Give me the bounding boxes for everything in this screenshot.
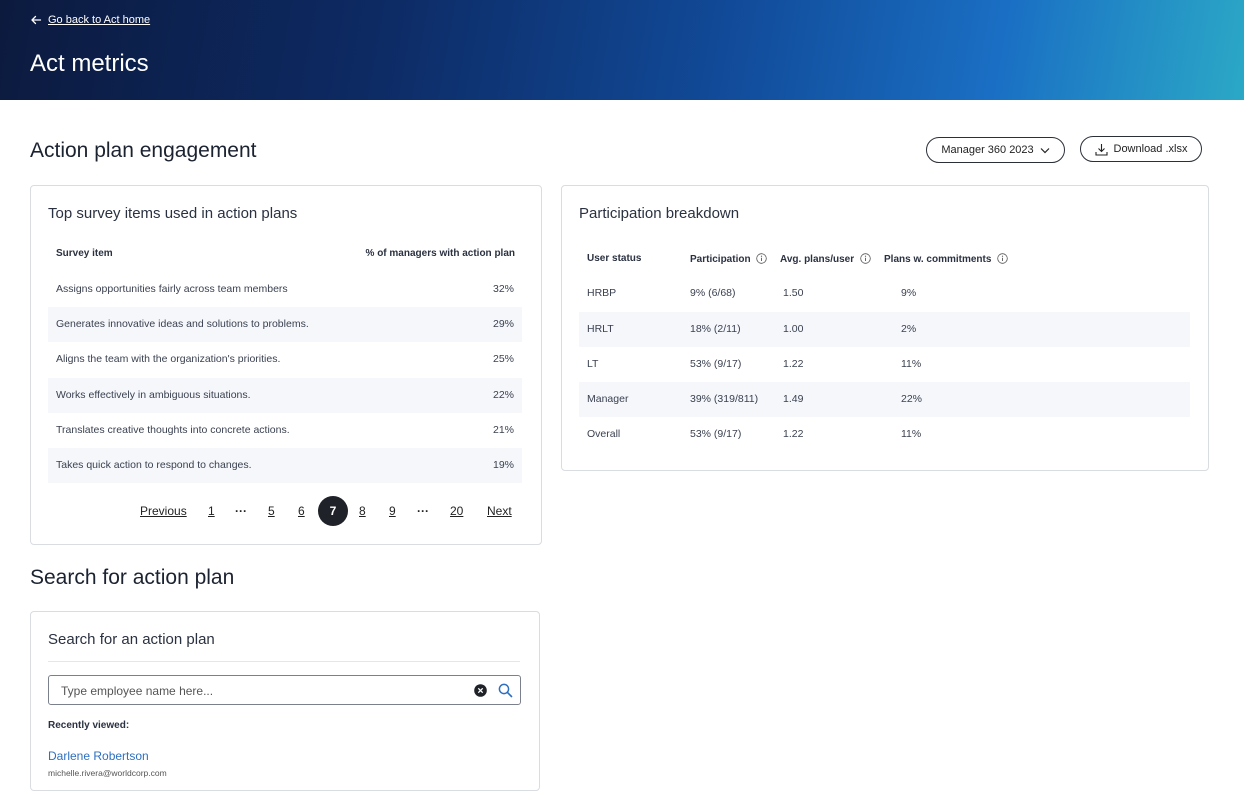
participation-value: 53% (9/17)	[690, 428, 742, 440]
table-row: Manager 39% (319/811) 1.49 22%	[579, 382, 1190, 417]
table-row: Assigns opportunities fairly across team…	[48, 272, 522, 307]
arrow-left-icon	[31, 15, 42, 25]
col-participation: Participation	[690, 253, 768, 265]
user-status: HRBP	[587, 287, 617, 299]
page-6-button[interactable]: 6	[298, 504, 305, 518]
pagination-ellipsis: ···	[417, 504, 429, 518]
engagement-title: Action plan engagement	[30, 139, 257, 162]
recent-employee-email: michelle.rivera@worldcorp.com	[48, 768, 167, 778]
download-label: Download .xlsx	[1113, 143, 1188, 155]
download-icon	[1094, 143, 1108, 156]
participation-title: Participation breakdown	[579, 205, 740, 222]
page-8-button[interactable]: 8	[359, 504, 366, 518]
survey-item-pct: 21%	[492, 424, 514, 436]
info-icon[interactable]	[756, 253, 768, 264]
page-20-button[interactable]: 20	[450, 504, 464, 518]
survey-item-text: Generates innovative ideas and solutions…	[56, 318, 309, 330]
recent-employee-link[interactable]: Darlene Robertson	[48, 749, 149, 763]
col-survey-item: Survey item	[56, 248, 113, 259]
survey-item-pct: 25%	[492, 353, 514, 365]
download-button[interactable]: Download .xlsx	[1080, 136, 1202, 162]
page-1-button[interactable]: 1	[208, 504, 215, 518]
search-card-title: Search for an action plan	[48, 631, 215, 648]
user-status: Manager	[587, 393, 629, 405]
user-status: LT	[587, 358, 599, 370]
survey-item-pct: 19%	[492, 459, 514, 471]
table-row: Takes quick action to respond to changes…	[48, 448, 522, 483]
avg-plans-value: 1.22	[783, 358, 804, 370]
info-icon[interactable]	[997, 253, 1008, 264]
pagination-ellipsis: ···	[235, 504, 247, 518]
survey-select[interactable]: Manager 360 2023	[926, 137, 1065, 163]
survey-select-value: Manager 360 2023	[941, 144, 1034, 156]
avg-plans-value: 1.49	[783, 393, 804, 405]
col-pct-managers: % of managers with action plan	[365, 248, 515, 259]
commitments-value: 11%	[901, 358, 922, 370]
search-section-title: Search for action plan	[30, 566, 235, 589]
col-user-status: User status	[587, 253, 642, 264]
table-row: Overall 53% (9/17) 1.22 11%	[579, 417, 1190, 452]
page-5-button[interactable]: 5	[268, 504, 275, 518]
commitments-value: 11%	[901, 428, 922, 440]
chevron-down-icon	[1040, 147, 1050, 153]
table-row: Aligns the team with the organization's …	[48, 342, 522, 377]
table-row: HRBP 9% (6/68) 1.50 9%	[579, 276, 1190, 311]
top-items-card	[30, 185, 542, 545]
user-status: HRLT	[587, 323, 614, 335]
col-plans-commitments: Plans w. commitments	[884, 253, 1008, 265]
commitments-value: 2%	[901, 323, 917, 335]
clear-icon[interactable]	[474, 684, 487, 697]
survey-item-text: Takes quick action to respond to changes…	[56, 459, 252, 471]
table-row: Generates innovative ideas and solutions…	[48, 307, 522, 342]
avg-plans-value: 1.22	[783, 428, 804, 440]
survey-item-text: Translates creative thoughts into concre…	[56, 424, 290, 436]
info-icon[interactable]	[860, 253, 871, 264]
participation-value: 18% (2/11)	[690, 323, 741, 335]
table-row: Works effectively in ambiguous situation…	[48, 378, 522, 413]
table-row: HRLT 18% (2/11) 1.00 2%	[579, 312, 1190, 347]
participation-value: 39% (319/811)	[690, 393, 759, 405]
survey-item-text: Aligns the team with the organization's …	[56, 353, 281, 365]
col-participation-label: Participation	[690, 254, 751, 265]
participation-value: 9% (6/68)	[690, 287, 736, 299]
search-field	[48, 675, 521, 705]
page-7-current[interactable]: 7	[318, 496, 348, 526]
next-page-button[interactable]: Next	[487, 504, 512, 518]
commitments-value: 22%	[901, 393, 923, 405]
avg-plans-value: 1.00	[783, 323, 804, 335]
survey-item-text: Assigns opportunities fairly across team…	[56, 283, 288, 295]
back-link-label: Go back to Act home	[48, 14, 151, 26]
back-link[interactable]: Go back to Act home	[30, 14, 150, 26]
commitments-value: 9%	[901, 287, 917, 299]
table-row: LT 53% (9/17) 1.22 11%	[579, 347, 1190, 382]
page-title: Act metrics	[30, 50, 149, 77]
participation-value: 53% (9/17)	[690, 358, 742, 370]
survey-item-pct: 29%	[492, 318, 514, 330]
survey-item-text: Works effectively in ambiguous situation…	[56, 389, 251, 401]
top-items-title: Top survey items used in action plans	[48, 205, 298, 222]
table-row: Translates creative thoughts into concre…	[48, 413, 522, 448]
col-avg-plans: Avg. plans/user	[780, 253, 871, 265]
search-input[interactable]	[61, 682, 461, 700]
page-9-button[interactable]: 9	[389, 504, 396, 518]
search-icon[interactable]	[498, 683, 513, 698]
survey-item-pct: 32%	[492, 283, 514, 295]
survey-item-pct: 22%	[492, 389, 514, 401]
col-avg-plans-label: Avg. plans/user	[780, 254, 855, 265]
col-plans-commitments-label: Plans w. commitments	[884, 254, 992, 265]
previous-page-button[interactable]: Previous	[140, 504, 187, 518]
avg-plans-value: 1.50	[783, 287, 804, 299]
user-status: Overall	[587, 428, 621, 440]
divider	[48, 661, 520, 662]
recently-viewed-label: Recently viewed:	[48, 720, 130, 731]
page-header: Go back to Act home Act metrics	[0, 0, 1244, 100]
